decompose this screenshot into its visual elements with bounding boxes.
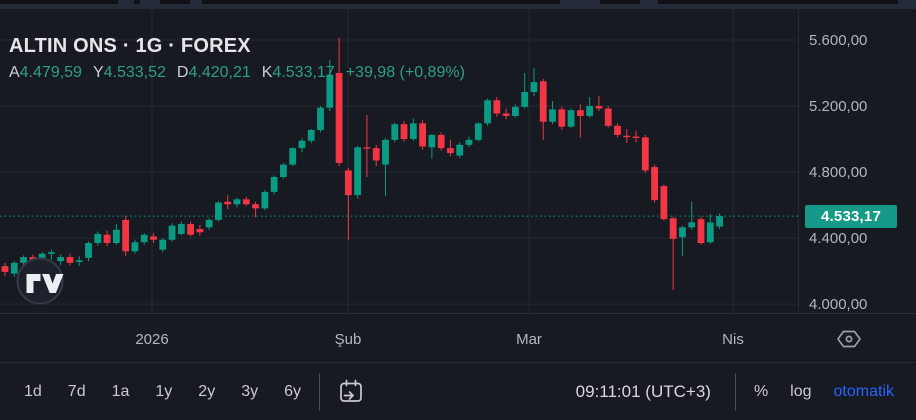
range-button-1a[interactable]: 1a (106, 379, 136, 405)
time-axis[interactable]: 2026 Şub Mar Nis (0, 314, 916, 362)
hexagon-icon (837, 330, 861, 348)
range-button-3y[interactable]: 3y (235, 379, 264, 405)
price-axis-label: 4.000,00 (809, 296, 868, 314)
chrome-segment (190, 0, 202, 4)
range-button-6y[interactable]: 6y (278, 379, 307, 405)
time-axis-label: Nis (722, 331, 744, 348)
time-axis-label: 2026 (135, 331, 169, 348)
range-button-7d[interactable]: 7d (62, 379, 92, 405)
percent-scale-button[interactable]: % (748, 379, 774, 405)
top-chrome-strip (0, 0, 916, 4)
go-to-date-button[interactable] (332, 374, 370, 410)
clock-label[interactable]: 09:11:01 (UTC+3) (575, 381, 711, 401)
price-axis-label: 4.800,00 (809, 164, 868, 182)
auto-scale-button[interactable]: otomatik (828, 379, 900, 405)
log-scale-button[interactable]: log (784, 379, 817, 405)
calendar-icon (340, 379, 362, 402)
scale-controls: % log otomatik (748, 379, 900, 405)
time-axis-label: Şub (334, 331, 362, 348)
chart-main: ALTIN ONS · 1G · FOREX A4.479,59 Y4.533,5… (0, 9, 916, 314)
tradingview-logo[interactable] (16, 257, 64, 305)
chrome-segment (640, 0, 658, 4)
hexagon-settings-icon[interactable] (836, 327, 862, 351)
chart-pane[interactable]: ALTIN ONS · 1G · FOREX A4.479,59 Y4.533,5… (0, 9, 798, 314)
price-axis-label: 4.400,00 (809, 230, 868, 248)
range-switcher: 1d 7d 1a 1y 2y 3y 6y (18, 379, 307, 405)
range-button-1y[interactable]: 1y (149, 379, 178, 405)
chrome-segment (898, 0, 916, 4)
top-chrome-bar (0, 4, 916, 9)
chrome-segment (140, 0, 160, 4)
price-axis-label: 5.200,00 (809, 98, 868, 116)
price-axis-label: 5.600,00 (809, 32, 868, 50)
range-button-2y[interactable]: 2y (192, 379, 221, 405)
chrome-segment (560, 0, 600, 4)
last-price-badge: 4.533,17 (805, 204, 897, 228)
range-button-1d[interactable]: 1d (18, 379, 48, 405)
toolbar-divider (734, 372, 736, 411)
price-axis[interactable]: 4.533,17 5.600,00 5.200,00 4.800,00 4.400,0… (798, 9, 916, 314)
tradingview-logo-icon (16, 257, 64, 305)
candlestick-chart[interactable] (0, 9, 798, 314)
chrome-segment (118, 0, 134, 4)
time-axis-label: Mar (516, 331, 542, 348)
bottom-toolbar: 1d 7d 1a 1y 2y 3y 6y 09:11:01 (UTC+3) % … (0, 362, 916, 420)
toolbar-divider (319, 372, 321, 411)
